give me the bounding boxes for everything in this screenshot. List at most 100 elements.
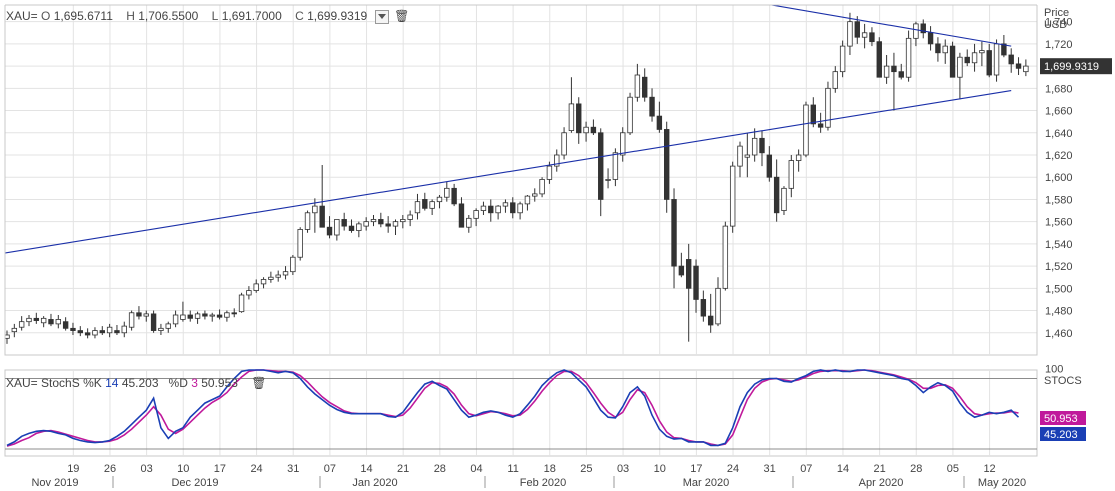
month-label: Nov 2019 (31, 477, 78, 489)
candle-body (326, 226, 333, 236)
candle-body (861, 32, 868, 38)
candle-body (158, 327, 164, 331)
candle-body (106, 326, 113, 334)
x-tick-label: 04 (470, 463, 482, 475)
candle-body (502, 202, 509, 207)
candle-body (832, 71, 838, 89)
month-label: Mar 2020 (683, 477, 729, 489)
candle-body (121, 325, 127, 334)
candle-body (370, 219, 377, 223)
candle-body (400, 219, 406, 223)
candle-body (224, 312, 230, 318)
x-tick-label: 21 (873, 463, 885, 475)
candle-body (136, 312, 142, 317)
candle-body (685, 259, 692, 289)
candle-body (825, 87, 831, 128)
candle-body (759, 137, 765, 154)
x-tick-label: 26 (104, 463, 116, 475)
stoch-d-value: 50.953 (201, 376, 238, 390)
candle-body (268, 276, 274, 280)
candle-body (385, 223, 391, 227)
candle-body (11, 327, 18, 333)
open-label: O (41, 9, 51, 23)
candle-body (510, 202, 516, 214)
candle-body (378, 219, 384, 225)
candle-body (605, 179, 611, 181)
high-value: 1,706.5500 (138, 9, 199, 23)
clip-top (0, 0, 1115, 5)
candle-body (231, 312, 237, 315)
last-price-tag (1040, 58, 1112, 75)
candle-body (1008, 54, 1014, 65)
candle-body (480, 205, 487, 211)
y-tick-label: 1,500 (1045, 283, 1073, 295)
candle-body (576, 103, 582, 134)
candle-body (729, 165, 736, 227)
candle-body (238, 294, 245, 313)
candle-body (319, 205, 325, 228)
chevron-down-icon[interactable] (375, 10, 390, 24)
candle-body (781, 187, 787, 211)
candle-body (751, 137, 758, 156)
candle-body (99, 330, 105, 334)
candle-body (773, 176, 780, 214)
y-tick-label: 1,720 (1045, 39, 1073, 51)
candle-body (40, 317, 47, 324)
close-label: C (295, 9, 304, 23)
candle-body (92, 330, 98, 336)
candle-body (883, 65, 890, 78)
stoch-d-period: 3 (191, 376, 198, 390)
x-tick-label: 10 (654, 463, 666, 475)
high-label: H (126, 9, 135, 23)
y-tick-label: 1,460 (1045, 328, 1073, 340)
candle-body (253, 283, 259, 291)
price-axis-unit: USD (1044, 19, 1068, 31)
candle-body (839, 45, 846, 73)
y-tick-label: 1,740 (1045, 17, 1073, 29)
candle-body (957, 56, 963, 78)
candle-body (891, 65, 897, 73)
candle-body (810, 104, 816, 125)
candle-body (246, 290, 252, 296)
month-label: Dec 2019 (171, 477, 218, 489)
candle-body (180, 314, 186, 320)
candle-body (275, 274, 281, 278)
symbol-label: XAU= (6, 9, 38, 23)
candle-body (458, 203, 465, 228)
clip-right (1037, 0, 1043, 355)
trash-icon[interactable]: 🗑 (394, 9, 410, 23)
candle-body (554, 154, 560, 167)
candle-body (854, 21, 860, 38)
candle-body (143, 313, 149, 317)
y-tick-label: 1,560 (1045, 217, 1073, 229)
y-tick-label: 1,520 (1045, 261, 1073, 273)
candle-body (788, 160, 795, 189)
low-value: 1,691.7000 (221, 9, 282, 23)
candle-body (150, 313, 157, 331)
candle-body (282, 271, 289, 276)
candle-body (795, 154, 802, 161)
x-tick-label: 11 (507, 463, 518, 475)
candle-body (627, 96, 633, 134)
x-tick-label: 25 (580, 463, 592, 475)
stoch-symbol: XAU= (6, 376, 38, 390)
candle-body (927, 32, 934, 45)
candle-body (1015, 63, 1022, 69)
candle-body (202, 313, 208, 317)
candle-body (642, 76, 648, 98)
candle-body (817, 123, 824, 128)
low-label: L (211, 9, 219, 23)
trend-line-upper (739, 0, 1012, 47)
candle-body (84, 332, 91, 336)
candle-body (942, 45, 948, 54)
x-tick-label: 19 (67, 463, 79, 475)
candle-body (422, 199, 428, 209)
candle-body (128, 312, 135, 328)
candle-body (172, 314, 179, 325)
candle-body (664, 129, 670, 200)
candle-body (209, 314, 215, 317)
x-tick-label: 12 (983, 463, 995, 475)
x-tick-label: 05 (947, 463, 959, 475)
trash-icon[interactable]: 🗑 (251, 376, 267, 390)
